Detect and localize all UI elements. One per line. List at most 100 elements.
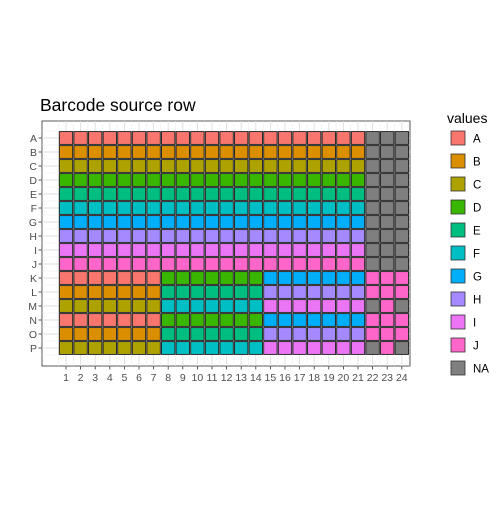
heatmap-cell-J8 [161,257,176,271]
heatmap-cell-G12 [219,215,234,229]
heatmap-cell-H5 [117,229,132,243]
heatmap-cell-K21 [350,271,366,285]
heatmap-cell-M19 [321,299,336,313]
heatmap-cell-E15 [263,187,278,201]
heatmap-cell-K2 [73,271,88,285]
x-tick-label: 19 [323,372,335,384]
heatmap-cell-C9 [175,159,190,173]
y-tick-label: K [30,273,37,285]
heatmap-cell-M24 [394,299,409,313]
heatmap-cell-M21 [350,299,366,313]
y-tick-label: I [34,245,37,257]
heatmap-cell-I13 [234,243,249,257]
x-tick-label: 10 [192,372,204,384]
x-tick-label: 12 [221,372,233,384]
heatmap-cell-J23 [380,257,395,271]
heatmap-cell-C2 [73,159,88,173]
heatmap-cell-B23 [380,145,395,159]
heatmap-cell-C19 [321,159,336,173]
heatmap-cell-P24 [394,341,409,355]
heatmap-cell-I17 [292,243,307,257]
x-tick-label: 5 [121,372,127,384]
heatmap-cell-A1 [58,131,74,145]
y-tick-label: N [29,315,37,327]
heatmap-cell-P7 [146,341,161,355]
heatmap-cell-J7 [146,257,161,271]
heatmap-cell-D8 [161,173,176,187]
legend-swatch-C [450,176,466,192]
heatmap-cell-F2 [73,201,88,215]
heatmap-cell-D4 [102,173,117,187]
heatmap-cell-D15 [263,173,278,187]
heatmap-cell-M6 [131,299,147,313]
heatmap-cell-F8 [161,201,176,215]
heatmap-cell-N9 [175,313,190,327]
x-tick-label: 2 [78,372,84,384]
heatmap-cell-A24 [394,131,409,145]
heatmap-cell-F13 [234,201,249,215]
heatmap-cell-K17 [292,271,307,285]
heatmap-cell-D2 [73,173,88,187]
heatmap-cell-L17 [292,285,307,299]
heatmap-cell-L14 [248,285,263,299]
heatmap-cell-A18 [307,131,322,145]
heatmap-cell-G24 [394,215,409,229]
heatmap-cell-L7 [146,285,161,299]
heatmap-cell-F11 [204,201,220,215]
heatmap-cell-H3 [88,229,103,243]
heatmap-cell-A11 [204,131,220,145]
heatmap-cell-G20 [336,215,351,229]
heatmap-cell-B7 [146,145,161,159]
heatmap-cell-I22 [365,243,380,257]
legend-label: NA [473,364,489,376]
heatmap-cell-E23 [380,187,395,201]
heatmap-cell-M8 [161,299,176,313]
heatmap-cell-C13 [234,159,249,173]
x-tick-label: 15 [265,372,277,384]
heatmap-cell-M16 [277,299,293,313]
heatmap-cell-H20 [336,229,351,243]
heatmap-cell-C20 [336,159,351,173]
heatmap-cell-A22 [365,131,380,145]
legend-label: J [473,341,479,353]
heatmap-cell-L9 [175,285,190,299]
heatmap-cell-K8 [161,271,176,285]
heatmap-cell-E22 [365,187,380,201]
heatmap-cell-N16 [277,313,293,327]
heatmap-cell-F15 [263,201,278,215]
heatmap-cell-A5 [117,131,132,145]
heatmap-cell-E10 [190,187,205,201]
heatmap-cell-F1 [58,201,74,215]
y-tick-label: M [28,301,37,313]
heatmap-cell-D7 [146,173,161,187]
y-tick-label: J [32,259,37,271]
heatmap-cell-C18 [307,159,322,173]
heatmap-cell-G9 [175,215,190,229]
heatmap-cell-F3 [88,201,103,215]
legend-label: I [473,318,476,330]
heatmap-cell-K14 [248,271,263,285]
heatmap-cell-L11 [204,285,220,299]
heatmap-cell-B21 [350,145,366,159]
heatmap-cell-H16 [277,229,293,243]
legend-swatch-D [450,199,466,215]
x-tick-label: 8 [165,372,171,384]
heatmap-cell-P8 [161,341,176,355]
heatmap-cell-P9 [175,341,190,355]
heatmap-cell-H10 [190,229,205,243]
heatmap-cell-L24 [394,285,409,299]
heatmap-cell-O5 [117,327,132,341]
heatmap-cell-J13 [234,257,249,271]
heatmap-cell-K16 [277,271,293,285]
heatmap-cell-L18 [307,285,322,299]
heatmap-cell-D16 [277,173,293,187]
heatmap-cell-F9 [175,201,190,215]
heatmap-cell-F7 [146,201,161,215]
heatmap-cell-D20 [336,173,351,187]
heatmap-cell-F4 [102,201,117,215]
heatmap-cell-C10 [190,159,205,173]
heatmap-cell-F18 [307,201,322,215]
heatmap-cell-O14 [248,327,263,341]
heatmap-cell-B15 [263,145,278,159]
heatmap-cell-N13 [234,313,249,327]
